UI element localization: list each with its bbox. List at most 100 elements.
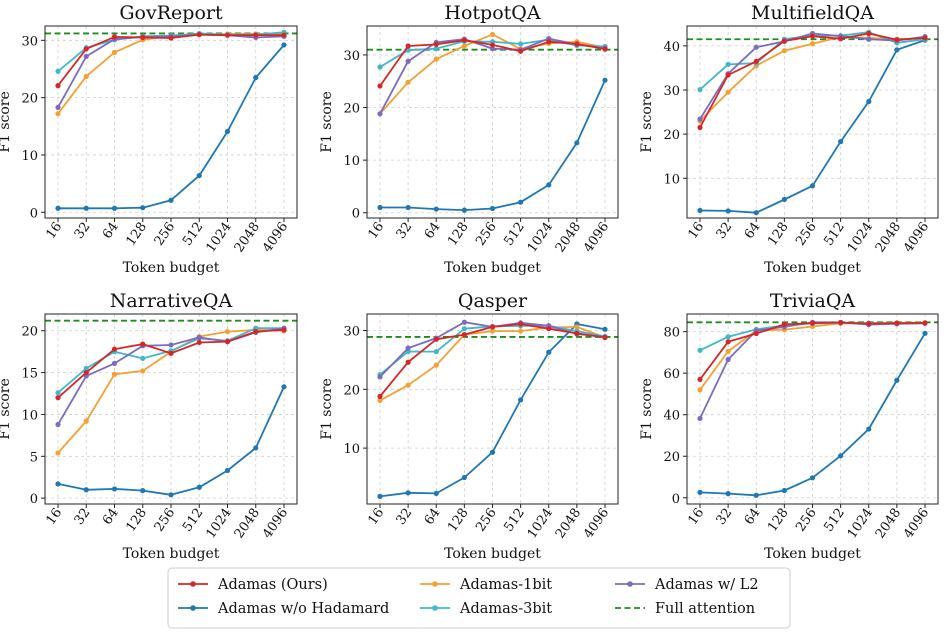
- data-point: [602, 334, 608, 341]
- data-point: [697, 387, 703, 393]
- data-point: [224, 128, 231, 135]
- data-point: [281, 32, 287, 38]
- legend-marker: [432, 581, 438, 587]
- data-point: [725, 208, 731, 214]
- legend-label: Full attention: [655, 601, 755, 617]
- x-tick-label: 512: [180, 506, 207, 535]
- x-tick-label: 2048: [232, 506, 263, 542]
- series-adamas-ours: [697, 319, 928, 383]
- x-tick-label: 64: [742, 220, 764, 242]
- panel-title: MultifieldQA: [751, 2, 874, 24]
- data-point: [922, 330, 928, 336]
- data-point: [196, 339, 202, 346]
- series-adamas-ours: [55, 327, 287, 401]
- x-tick-label: 1024: [525, 220, 556, 256]
- x-tick-label: 512: [180, 220, 207, 249]
- data-point: [461, 326, 467, 332]
- data-point: [55, 68, 61, 74]
- data-point: [140, 341, 146, 347]
- x-tick-label: 16: [43, 506, 65, 528]
- x-tick-label: 64: [100, 220, 122, 242]
- data-point: [461, 43, 467, 49]
- data-point: [546, 349, 552, 355]
- data-point: [253, 328, 259, 335]
- data-point: [433, 206, 439, 212]
- data-point: [83, 73, 89, 80]
- data-point: [489, 328, 496, 334]
- data-point: [489, 449, 496, 455]
- data-point: [489, 42, 496, 48]
- data-point: [377, 397, 383, 404]
- data-point: [377, 111, 383, 117]
- data-point: [111, 205, 118, 211]
- x-tick-label: 512: [821, 220, 848, 249]
- data-point: [253, 74, 259, 81]
- x-tick-label: 1024: [525, 506, 556, 542]
- data-point: [224, 467, 231, 474]
- data-point: [753, 330, 759, 337]
- data-point: [405, 79, 411, 85]
- x-tick-label: 1024: [204, 506, 235, 542]
- y-axis-label: F1 score: [0, 378, 13, 440]
- data-point: [697, 86, 703, 93]
- data-point: [866, 426, 872, 432]
- data-point: [405, 345, 411, 351]
- panel-title: HotpotQA: [444, 2, 540, 24]
- x-tick-label: 256: [152, 506, 179, 535]
- data-point: [433, 56, 439, 62]
- data-point: [433, 41, 439, 48]
- y-axis-label: F1 score: [319, 378, 335, 440]
- y-tick-label: 40: [663, 409, 680, 424]
- data-point: [697, 347, 703, 353]
- data-point: [83, 205, 89, 211]
- y-tick-label: 10: [343, 442, 360, 457]
- y-tick-label: 30: [21, 34, 38, 49]
- x-tick-label: 4096: [260, 506, 291, 542]
- data-point: [546, 39, 552, 45]
- data-point: [168, 350, 174, 356]
- y-tick-label: 15: [21, 367, 38, 382]
- x-axis-label: Token budget: [764, 546, 861, 562]
- x-tick-label: 1024: [845, 506, 876, 542]
- data-point: [922, 35, 928, 41]
- y-tick-label: 10: [21, 149, 38, 164]
- series-adamas-ours: [377, 321, 608, 399]
- data-point: [697, 124, 703, 131]
- data-point: [55, 111, 61, 117]
- x-tick-label: 128: [123, 506, 150, 535]
- data-point: [111, 360, 118, 366]
- x-tick-label: 1024: [204, 220, 235, 256]
- y-tick-label: 20: [663, 128, 680, 143]
- data-point: [55, 395, 61, 401]
- x-axis-label: Token budget: [444, 260, 541, 276]
- x-axis-label: Token budget: [764, 260, 861, 276]
- data-point: [753, 44, 759, 50]
- data-point: [224, 32, 231, 38]
- data-point: [546, 326, 552, 332]
- legend: Adamas (Ours) Adamas w/o Hadamard Adamas-1…: [167, 567, 791, 629]
- y-tick-label: 30: [343, 324, 360, 339]
- legend-marker: [190, 581, 196, 587]
- data-point: [697, 415, 703, 422]
- data-point: [405, 490, 411, 496]
- data-point: [574, 41, 580, 47]
- legend-label: Adamas-3bit: [459, 601, 552, 617]
- data-point: [781, 48, 787, 54]
- x-tick-label: 64: [100, 506, 122, 528]
- data-point: [405, 58, 411, 64]
- y-tick-label: 20: [21, 92, 38, 107]
- x-tick-label: 128: [445, 506, 472, 535]
- data-point: [781, 487, 787, 494]
- data-point: [781, 38, 787, 44]
- data-point: [574, 140, 580, 146]
- legend-label: Adamas (Ours): [217, 577, 328, 593]
- legend-item-adamas-w-o-hadamard: Adamas w/o Hadamard: [178, 601, 389, 617]
- data-point: [489, 31, 496, 38]
- data-point: [697, 376, 703, 383]
- y-tick-label: 5: [30, 450, 38, 465]
- data-point: [697, 116, 703, 122]
- y-tick-label: 20: [663, 450, 680, 465]
- legend-marker: [627, 581, 633, 587]
